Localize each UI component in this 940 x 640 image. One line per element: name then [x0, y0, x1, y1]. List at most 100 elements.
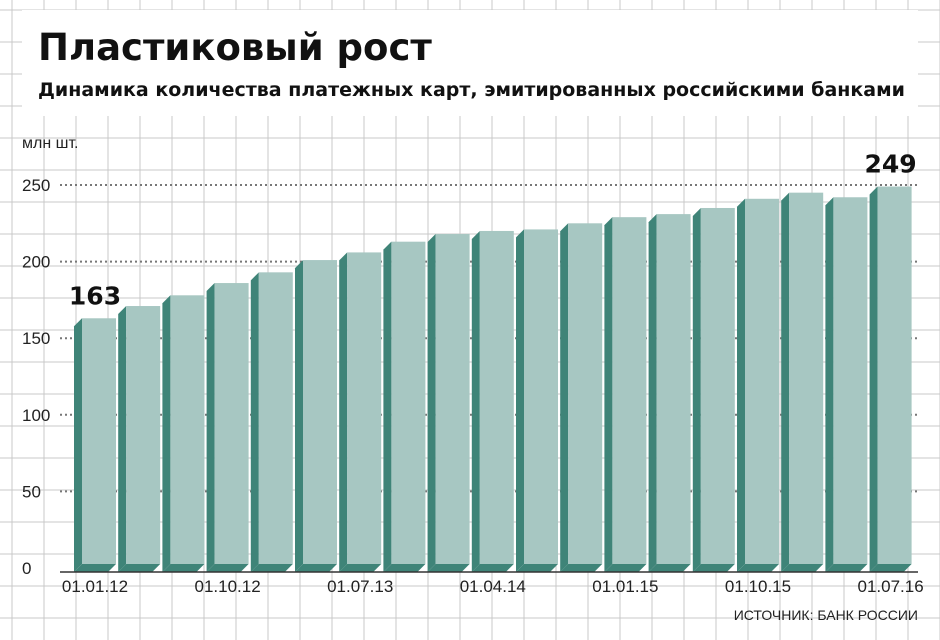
- bar: [250, 272, 293, 572]
- bar: [560, 223, 603, 573]
- bar-side: [869, 186, 878, 573]
- bar-bottom: [383, 564, 426, 572]
- x-tick-label: 01.01.15: [592, 577, 658, 596]
- y-tick-label: 50: [22, 482, 41, 501]
- chart-subtitle: Динамика количества платежных карт, эмит…: [38, 79, 905, 101]
- bar-bottom: [295, 564, 337, 572]
- bar: [295, 260, 337, 572]
- x-tick-label: 01.07.13: [327, 577, 393, 596]
- bar: [604, 217, 647, 572]
- bar: [383, 241, 426, 572]
- bar-front: [700, 207, 735, 565]
- x-tick-label: 01.10.15: [725, 577, 791, 596]
- bar-side: [295, 260, 303, 572]
- y-tick-label: 100: [22, 406, 50, 425]
- bar-front: [745, 198, 779, 564]
- bar-side: [825, 197, 834, 573]
- bar-bottom: [427, 564, 470, 572]
- bar-front: [833, 197, 868, 565]
- bar-side: [339, 252, 348, 572]
- bar-bottom: [560, 564, 603, 572]
- bar-front: [612, 217, 647, 564]
- bar-side: [206, 283, 215, 572]
- bar-front: [82, 318, 116, 564]
- bar-bottom: [471, 564, 514, 572]
- bar-front: [524, 229, 558, 565]
- x-tick-label: 01.10.12: [195, 577, 261, 596]
- y-tick-label: 250: [22, 176, 50, 195]
- bar: [869, 186, 912, 573]
- source-note: ИСТОЧНИК: БАНК РОССИИ: [734, 607, 918, 623]
- bar-front: [656, 214, 691, 564]
- bar-bottom: [869, 564, 912, 572]
- bar-front: [435, 234, 470, 565]
- y-axis-unit-label: млн шт.: [22, 135, 78, 152]
- bar-front: [170, 295, 205, 564]
- bar: [737, 198, 779, 572]
- bar-side: [516, 229, 524, 573]
- bar-bottom: [604, 564, 647, 572]
- bar: [427, 234, 470, 573]
- bar-bottom: [162, 564, 205, 572]
- bar-front: [347, 252, 382, 564]
- chart-title: Пластиковый рост: [38, 26, 432, 69]
- bar-side: [118, 306, 127, 572]
- bar-bottom: [250, 564, 293, 572]
- bar: [692, 207, 735, 573]
- bar-bottom: [516, 564, 558, 572]
- data-label: 249: [865, 150, 917, 179]
- bar-bottom: [339, 564, 382, 572]
- x-tick-label: 01.07.16: [858, 577, 924, 596]
- bar-side: [74, 318, 82, 572]
- bar-side: [648, 214, 657, 572]
- bar-bottom: [737, 564, 779, 572]
- bar: [74, 318, 116, 572]
- data-labels: 163 249: [69, 150, 917, 311]
- bar-front: [479, 230, 514, 564]
- bar: [162, 295, 205, 572]
- bar-front: [789, 192, 824, 564]
- bar-bottom: [781, 564, 824, 572]
- bar-bottom: [692, 564, 735, 572]
- bar-side: [383, 241, 392, 572]
- bar-front: [391, 241, 426, 564]
- bar-side: [737, 198, 745, 572]
- bar-front: [877, 186, 912, 565]
- bar-side: [781, 192, 790, 572]
- bar-bottom: [74, 564, 116, 572]
- bar-side: [250, 272, 259, 572]
- bar-front: [568, 223, 603, 565]
- bars: [74, 186, 912, 573]
- bar: [118, 306, 161, 572]
- bar: [339, 252, 382, 572]
- bar: [781, 192, 824, 572]
- bar-front: [214, 283, 249, 564]
- y-tick-label: 200: [22, 253, 50, 272]
- data-label: 163: [69, 281, 121, 310]
- bar-side: [604, 217, 613, 572]
- bar-front: [126, 306, 161, 564]
- x-tick-label: 01.04.14: [460, 577, 526, 596]
- bar-bottom: [206, 564, 249, 572]
- bar: [648, 214, 691, 572]
- bar-side: [427, 234, 436, 573]
- bar-bottom: [118, 564, 161, 572]
- bar-side: [560, 223, 569, 573]
- bar-bottom: [825, 564, 868, 572]
- y-axis-ticks: 0 50 100 150 200 250: [22, 176, 50, 578]
- bar-front: [303, 260, 337, 564]
- x-axis-ticks: 01.01.12 01.10.12 01.07.13 01.04.14 01.01.15…: [62, 577, 924, 596]
- bar-front: [258, 272, 293, 564]
- bar-side: [471, 230, 480, 572]
- bar: [471, 230, 514, 572]
- bar: [206, 283, 249, 572]
- bar-side: [692, 207, 701, 573]
- x-tick-label: 01.01.12: [62, 577, 128, 596]
- bar: [516, 229, 558, 573]
- header-panel: [22, 10, 918, 116]
- y-tick-label: 0: [22, 559, 31, 578]
- bar-bottom: [648, 564, 691, 572]
- y-tick-label: 150: [22, 329, 50, 348]
- bar-side: [162, 295, 171, 572]
